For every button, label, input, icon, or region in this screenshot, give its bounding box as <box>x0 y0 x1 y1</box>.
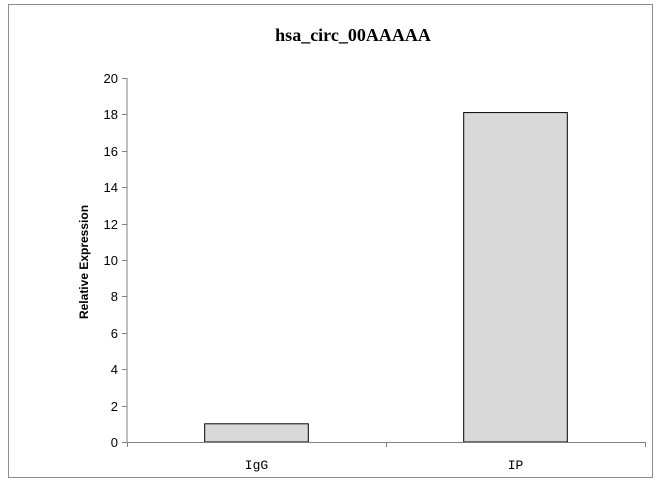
bars <box>204 112 568 443</box>
y-tick-label: 14 <box>104 180 118 195</box>
bar-igg <box>204 423 309 443</box>
chart-title: hsa_circ_00AAAAA <box>275 25 431 45</box>
x-tick-label: IgG <box>245 458 268 473</box>
y-tick-label: 16 <box>104 144 118 159</box>
y-tick-label: 2 <box>111 399 118 414</box>
y-axis: 0 2 4 6 8 10 12 14 16 18 20 <box>104 71 128 450</box>
y-tick-label: 12 <box>104 217 118 232</box>
y-tick-label: 10 <box>104 253 118 268</box>
y-tick-label: 18 <box>104 107 118 122</box>
y-axis-label: Relative Expression <box>77 205 91 319</box>
y-tick-label: 6 <box>111 326 118 341</box>
chart-frame: hsa_circ_00AAAAA Relative Expression 0 2 4… <box>8 4 653 478</box>
x-axis: IgG IP <box>127 442 646 473</box>
chart-svg: hsa_circ_00AAAAA Relative Expression 0 2 4… <box>77 25 646 473</box>
y-tick-label: 4 <box>111 362 118 377</box>
bar-ip <box>463 112 568 443</box>
x-tick-label: IP <box>508 458 524 473</box>
y-tick-label: 8 <box>111 289 118 304</box>
y-tick-label: 20 <box>104 71 118 86</box>
y-tick-label: 0 <box>111 435 118 450</box>
